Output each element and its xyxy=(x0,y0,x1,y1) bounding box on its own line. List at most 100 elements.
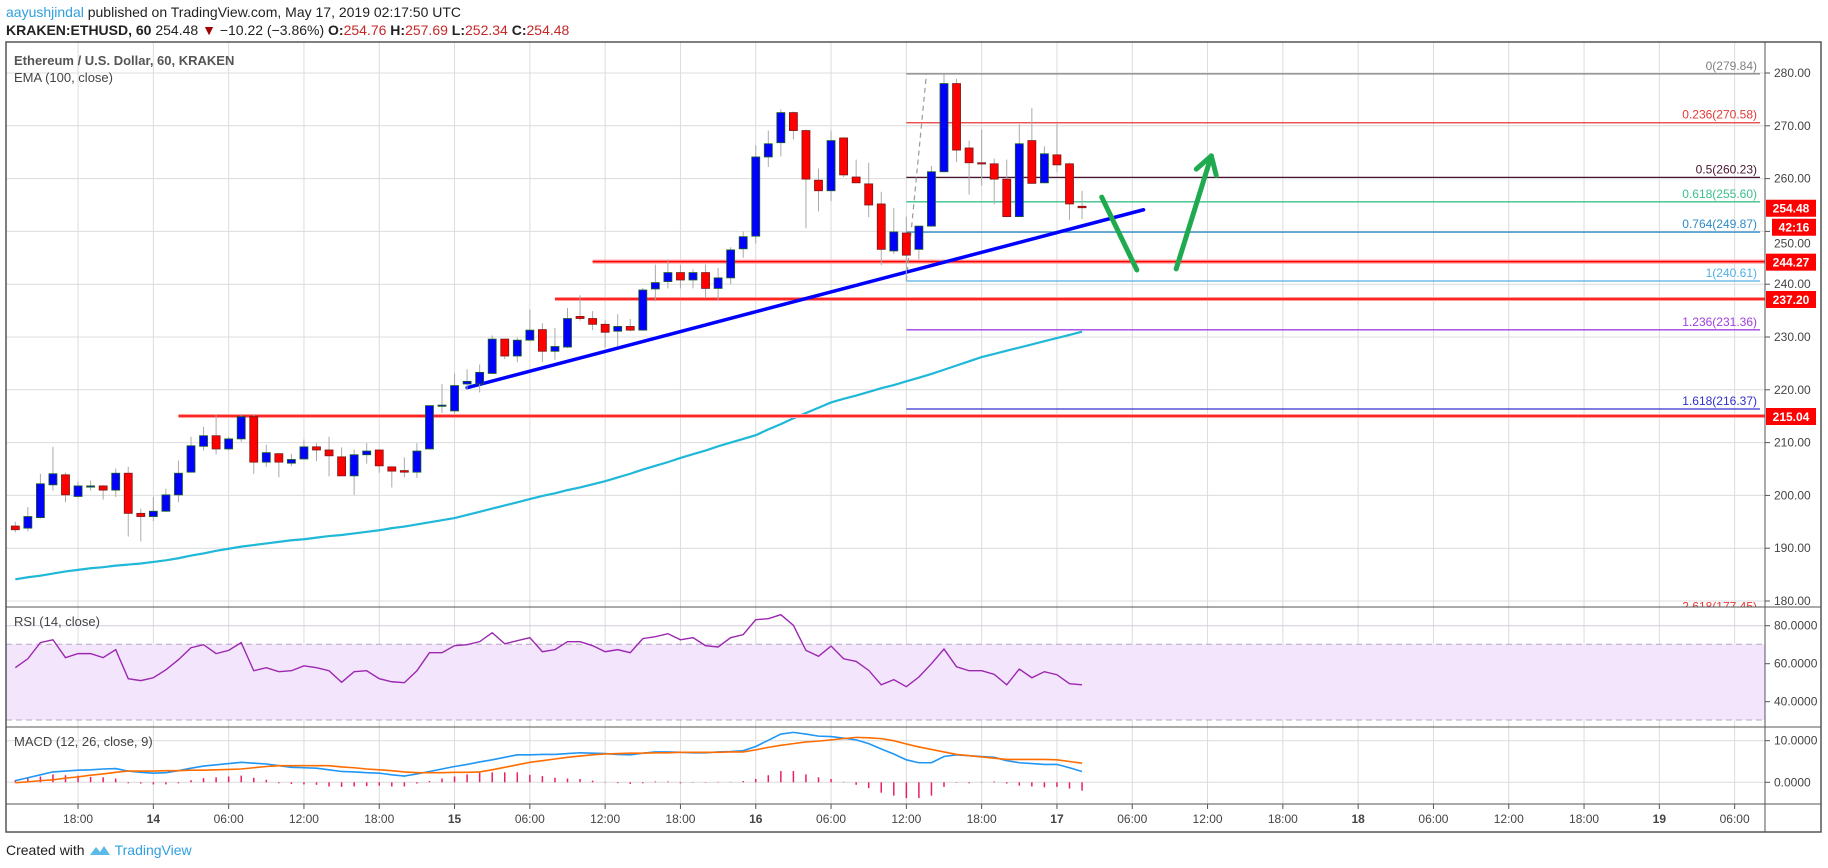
candle[interactable] xyxy=(387,466,397,488)
candle[interactable] xyxy=(864,162,874,218)
author-link[interactable]: aayushjindal xyxy=(6,4,84,20)
candle[interactable] xyxy=(111,468,121,497)
candle[interactable] xyxy=(901,216,911,281)
candle[interactable] xyxy=(286,453,296,467)
candle[interactable] xyxy=(487,335,497,374)
candle[interactable] xyxy=(362,443,372,464)
candle[interactable] xyxy=(1052,124,1062,173)
candle[interactable] xyxy=(952,78,961,163)
candle[interactable] xyxy=(450,373,459,414)
candle[interactable] xyxy=(927,165,936,227)
candle[interactable] xyxy=(851,159,861,184)
candle[interactable] xyxy=(374,449,384,473)
candle[interactable] xyxy=(123,466,133,537)
candle[interactable] xyxy=(98,485,108,500)
candle[interactable] xyxy=(613,314,623,347)
candle[interactable] xyxy=(713,267,723,301)
candle[interactable] xyxy=(412,443,422,478)
candle[interactable] xyxy=(876,191,886,266)
candle[interactable] xyxy=(73,481,83,498)
trend-line[interactable] xyxy=(465,208,1146,390)
candle[interactable] xyxy=(211,415,221,455)
main-pane[interactable]: 0(279.84) 0.236(270.58) 0.5(260.23) 0.618(2… xyxy=(10,59,1765,615)
candle[interactable] xyxy=(324,436,334,477)
ema-line[interactable] xyxy=(15,330,1083,581)
candle[interactable] xyxy=(650,264,660,302)
signal-line[interactable] xyxy=(15,736,1083,784)
candle[interactable] xyxy=(10,521,20,533)
candle[interactable] xyxy=(801,129,811,229)
candle[interactable] xyxy=(575,295,585,321)
candle[interactable] xyxy=(312,443,321,462)
candle[interactable] xyxy=(977,129,987,186)
candle[interactable] xyxy=(23,507,33,532)
candle[interactable] xyxy=(663,259,673,289)
candle[interactable] xyxy=(425,405,434,450)
candle[interactable] xyxy=(638,287,648,331)
candle[interactable] xyxy=(600,320,610,348)
candle[interactable] xyxy=(588,311,597,331)
candle[interactable] xyxy=(236,414,246,443)
candle[interactable] xyxy=(763,130,773,167)
candle[interactable] xyxy=(161,488,171,512)
candle[interactable] xyxy=(939,73,949,173)
candle[interactable] xyxy=(1027,107,1037,184)
candle[interactable] xyxy=(964,140,974,195)
candle[interactable] xyxy=(475,364,485,393)
candle[interactable] xyxy=(36,473,45,519)
ema-legend[interactable]: EMA (100, close) xyxy=(14,70,113,85)
candle[interactable] xyxy=(738,231,748,258)
candle[interactable] xyxy=(525,309,535,341)
candle[interactable] xyxy=(512,337,522,363)
arrow-down-line[interactable] xyxy=(1099,194,1140,273)
candle[interactable] xyxy=(48,446,58,491)
candle[interactable] xyxy=(1002,159,1012,218)
candle[interactable] xyxy=(676,265,685,289)
candle[interactable] xyxy=(274,453,284,478)
candle[interactable] xyxy=(701,264,710,298)
macd-pane[interactable] xyxy=(14,731,1083,799)
candle[interactable] xyxy=(914,225,924,260)
candle[interactable] xyxy=(61,472,70,503)
fib-trend-dashed-line[interactable] xyxy=(905,73,928,282)
candle[interactable] xyxy=(224,436,234,451)
rsi-pane[interactable] xyxy=(14,613,1083,688)
candle[interactable] xyxy=(814,168,823,212)
rsi-legend[interactable]: RSI (14, close) xyxy=(14,614,100,629)
candle[interactable] xyxy=(989,158,999,205)
candle[interactable] xyxy=(249,414,259,474)
candle[interactable] xyxy=(839,137,848,178)
candle[interactable] xyxy=(550,328,560,360)
candle[interactable] xyxy=(462,369,472,390)
candle[interactable] xyxy=(776,109,786,157)
candle[interactable] xyxy=(1065,162,1074,220)
candle[interactable] xyxy=(538,323,547,363)
rsi-line[interactable] xyxy=(14,613,1083,688)
candle[interactable] xyxy=(186,436,196,473)
candle[interactable] xyxy=(1077,190,1087,220)
candle[interactable] xyxy=(349,449,359,495)
tradingview-link[interactable]: TradingView xyxy=(114,842,192,858)
candle[interactable] xyxy=(751,145,761,244)
candle[interactable] xyxy=(1014,124,1024,218)
arrow-up-line[interactable] xyxy=(1173,153,1214,272)
candle[interactable] xyxy=(299,439,309,460)
candle[interactable] xyxy=(437,383,447,414)
candle[interactable] xyxy=(174,460,183,503)
candle[interactable] xyxy=(199,426,208,451)
candle[interactable] xyxy=(337,447,347,477)
candle[interactable] xyxy=(1040,146,1049,184)
candle[interactable] xyxy=(826,130,836,202)
candle[interactable] xyxy=(500,338,510,360)
candle[interactable] xyxy=(726,247,736,285)
candle[interactable] xyxy=(86,480,95,491)
candle[interactable] xyxy=(889,208,899,255)
candle[interactable] xyxy=(563,307,572,349)
macd-line[interactable] xyxy=(15,731,1083,782)
macd-legend[interactable]: MACD (12, 26, close, 9) xyxy=(14,734,153,749)
candle[interactable] xyxy=(148,496,158,522)
candle[interactable] xyxy=(399,457,409,478)
candle[interactable] xyxy=(625,319,635,332)
candle[interactable] xyxy=(688,269,698,289)
